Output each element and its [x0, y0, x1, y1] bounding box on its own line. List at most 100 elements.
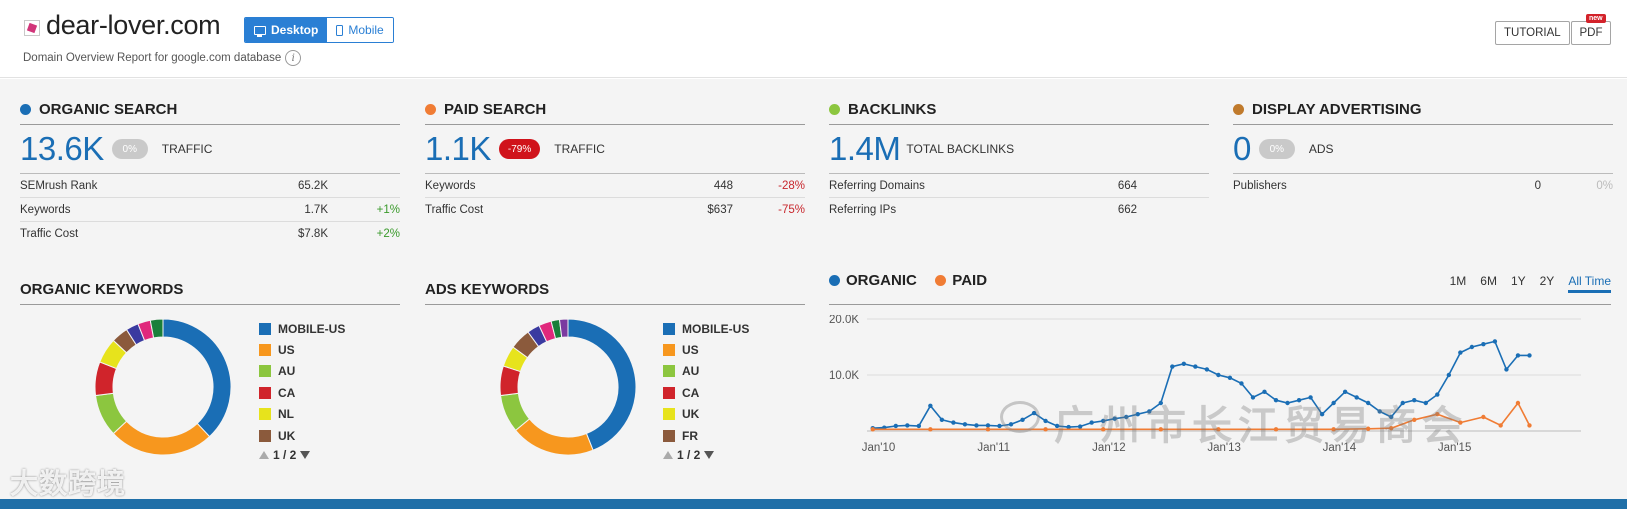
data-point-organic[interactable] [1331, 400, 1336, 406]
legend-item[interactable]: MOBILE-US [259, 318, 345, 339]
data-point-paid[interactable] [1412, 417, 1417, 422]
data-point-paid[interactable] [1389, 426, 1394, 431]
data-point-organic[interactable] [974, 423, 979, 428]
legend-item[interactable]: MOBILE-US [663, 318, 749, 339]
data-point-organic[interactable] [1365, 400, 1371, 406]
desktop-button[interactable]: Desktop [245, 18, 328, 42]
data-point-organic[interactable] [1100, 418, 1106, 424]
metric-value[interactable]: 1.7K [304, 203, 328, 216]
data-point-organic[interactable] [1135, 412, 1140, 417]
organic-search-title[interactable]: ORGANIC SEARCH [20, 98, 400, 120]
legend-item[interactable]: NL [259, 404, 345, 425]
tutorial-button[interactable]: TUTORIAL [1495, 21, 1570, 45]
metric-value[interactable]: 662 [1117, 204, 1137, 216]
data-point-paid[interactable] [1158, 427, 1163, 432]
data-point-paid[interactable] [1527, 423, 1532, 428]
paid-search-big-value[interactable]: 1.1K [425, 130, 491, 167]
data-point-organic[interactable] [1400, 400, 1405, 406]
data-point-paid[interactable] [1458, 420, 1463, 425]
data-point-organic[interactable] [1147, 409, 1152, 414]
range-tab[interactable]: 2Y [1539, 274, 1555, 288]
backlinks-big-value[interactable]: 1.4M [829, 130, 901, 167]
legend-organic[interactable]: ORGANIC [829, 272, 917, 289]
data-point-organic[interactable] [1412, 398, 1417, 403]
display-advertising-big-value[interactable]: 0 [1233, 130, 1251, 167]
legend-item[interactable]: AU [259, 361, 345, 382]
data-point-paid[interactable] [1331, 427, 1336, 432]
data-point-paid[interactable] [870, 427, 875, 432]
donut-slice-mobile-us[interactable] [567, 318, 637, 451]
legend-item[interactable]: CA [663, 382, 749, 403]
data-point-paid[interactable] [1481, 414, 1486, 420]
legend-item[interactable]: CA [259, 382, 345, 403]
legend-item[interactable]: AU [663, 361, 749, 382]
data-point-paid[interactable] [1498, 423, 1503, 428]
metric-value[interactable]: $7.8K [297, 228, 328, 240]
metric-value[interactable]: 664 [1117, 179, 1137, 192]
data-point-organic[interactable] [1342, 389, 1348, 394]
data-point-organic[interactable] [1273, 398, 1279, 403]
range-tab[interactable]: All Time [1568, 274, 1611, 293]
data-point-organic[interactable] [1112, 416, 1117, 421]
data-point-organic[interactable] [1066, 424, 1071, 430]
data-point-organic[interactable] [928, 403, 933, 408]
metric-value[interactable]: 0 [1534, 180, 1541, 192]
data-point-organic[interactable] [962, 422, 968, 427]
legend-item[interactable]: US [663, 339, 749, 360]
data-point-organic[interactable] [1308, 395, 1313, 400]
data-point-paid[interactable] [1435, 412, 1440, 417]
organic-search-big-value[interactable]: 13.6K [20, 130, 104, 167]
donut-slice-other-3[interactable] [149, 318, 164, 339]
data-point-organic[interactable] [997, 423, 1002, 429]
metric-value[interactable]: 65.2K [297, 179, 328, 192]
data-point-organic[interactable] [1389, 414, 1394, 420]
data-point-organic[interactable] [1458, 350, 1463, 355]
data-point-organic[interactable] [1504, 367, 1509, 372]
range-tab[interactable]: 6M [1480, 274, 1497, 288]
donut-slice-mobile-us[interactable] [162, 318, 232, 438]
data-point-organic[interactable] [1077, 424, 1083, 429]
data-point-organic[interactable] [1377, 409, 1382, 414]
data-point-organic[interactable] [1481, 342, 1486, 347]
data-point-organic[interactable] [1239, 381, 1244, 386]
display-advertising-title[interactable]: DISPLAY ADVERTISING [1233, 98, 1613, 120]
data-point-organic[interactable] [1296, 398, 1302, 403]
range-tab[interactable]: 1Y [1510, 274, 1526, 288]
data-point-organic[interactable] [1285, 400, 1290, 406]
data-point-organic[interactable] [1492, 339, 1498, 344]
data-point-organic[interactable] [1170, 364, 1175, 369]
metric-value[interactable]: $637 [707, 204, 733, 216]
data-point-organic[interactable] [1124, 414, 1129, 420]
data-point-paid[interactable] [1365, 426, 1371, 431]
data-point-organic[interactable] [1435, 392, 1440, 397]
pdf-button[interactable]: PDF [1571, 21, 1611, 45]
data-point-organic[interactable] [1515, 353, 1521, 358]
donut-slice-us[interactable] [112, 420, 211, 456]
data-point-organic[interactable] [1250, 395, 1256, 400]
data-point-organic[interactable] [1054, 423, 1060, 429]
page-up-icon[interactable] [663, 451, 673, 460]
donut-slice-other-4[interactable] [558, 318, 569, 338]
data-point-organic[interactable] [1319, 412, 1325, 417]
donut-slice-us[interactable] [514, 418, 594, 456]
mobile-button[interactable]: Mobile [327, 18, 393, 42]
data-point-organic[interactable] [1354, 395, 1359, 400]
data-point-organic[interactable] [939, 417, 945, 422]
data-point-organic[interactable] [1043, 418, 1048, 424]
backlinks-title[interactable]: BACKLINKS [829, 98, 1209, 120]
legend-item[interactable]: FR [663, 425, 749, 446]
info-icon[interactable]: i [285, 50, 302, 66]
page-down-icon[interactable] [704, 451, 715, 460]
data-point-organic[interactable] [1423, 400, 1428, 406]
data-point-paid[interactable] [1216, 427, 1221, 432]
data-point-organic[interactable] [1527, 353, 1532, 358]
page-down-icon[interactable] [300, 451, 311, 460]
data-point-paid[interactable] [928, 427, 933, 432]
data-point-paid[interactable] [1515, 400, 1521, 406]
data-point-organic[interactable] [951, 420, 956, 425]
range-tab[interactable]: 1M [1449, 274, 1467, 288]
data-point-organic[interactable] [1446, 372, 1452, 378]
page-up-icon[interactable] [259, 451, 269, 460]
data-point-organic[interactable] [1469, 344, 1475, 350]
data-point-organic[interactable] [985, 423, 991, 428]
